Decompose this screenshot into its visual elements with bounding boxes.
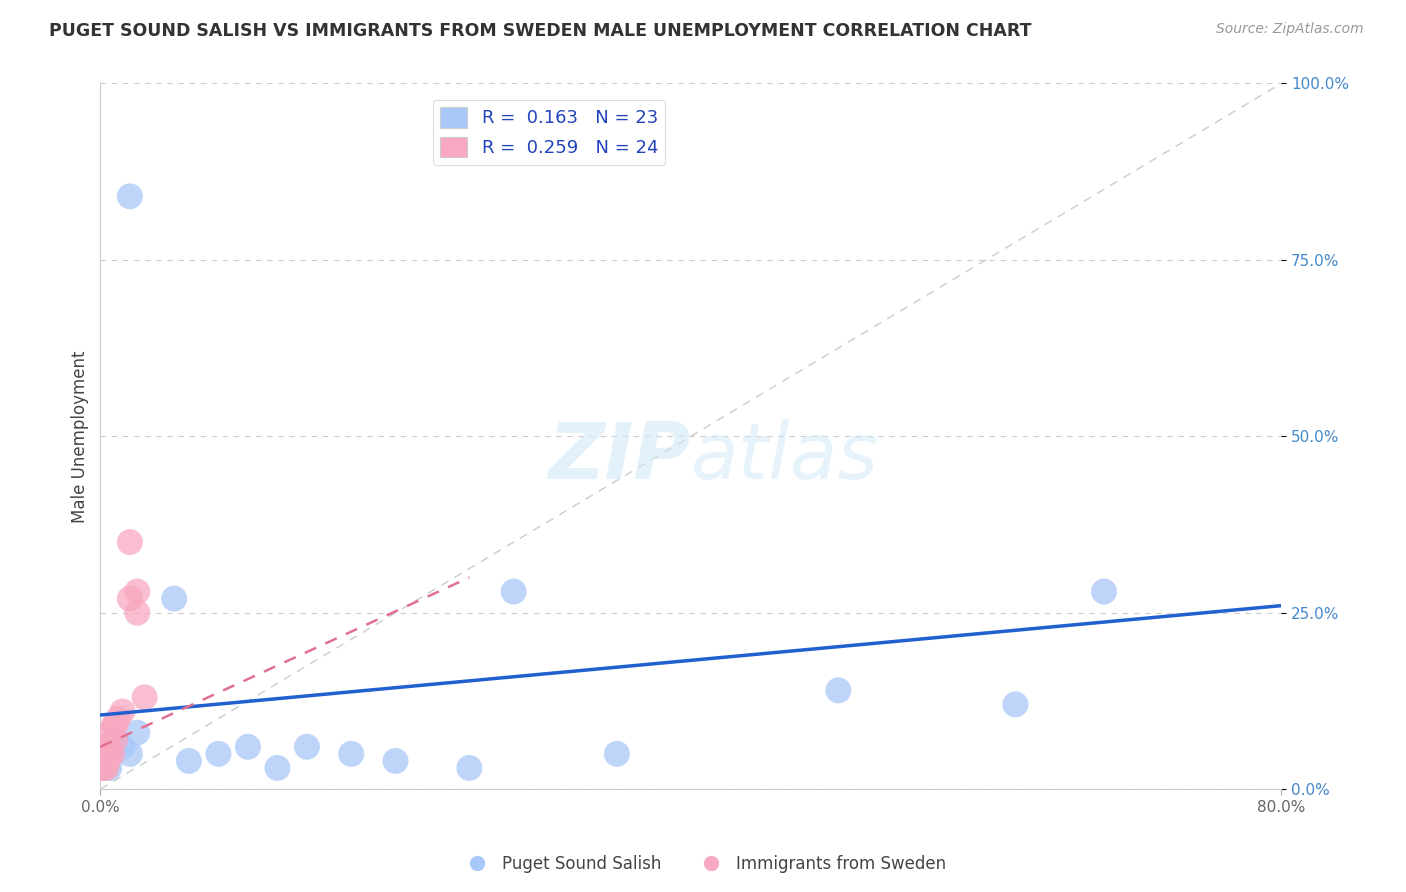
Point bbox=[118, 535, 141, 549]
Point bbox=[91, 761, 114, 775]
Point bbox=[96, 761, 118, 775]
Point bbox=[90, 754, 112, 768]
Point bbox=[118, 591, 141, 606]
Text: ZIP: ZIP bbox=[548, 419, 690, 495]
Point bbox=[104, 718, 127, 732]
Point bbox=[98, 747, 121, 761]
Point bbox=[101, 747, 124, 761]
Point bbox=[101, 747, 124, 761]
Text: atlas: atlas bbox=[690, 419, 879, 495]
Point bbox=[295, 739, 318, 754]
Point bbox=[134, 690, 156, 705]
Point bbox=[94, 754, 117, 768]
Point bbox=[111, 739, 134, 754]
Point bbox=[104, 732, 127, 747]
Legend: R =  0.163   N = 23, R =  0.259   N = 24: R = 0.163 N = 23, R = 0.259 N = 24 bbox=[433, 100, 665, 165]
Point bbox=[94, 761, 117, 775]
Point bbox=[502, 584, 524, 599]
Point bbox=[127, 725, 149, 739]
Point bbox=[827, 683, 849, 698]
Point bbox=[111, 705, 134, 719]
Point bbox=[104, 732, 127, 747]
Point bbox=[384, 754, 406, 768]
Point bbox=[1004, 698, 1026, 712]
Point bbox=[118, 747, 141, 761]
Point bbox=[236, 739, 259, 754]
Point bbox=[91, 739, 114, 754]
Point bbox=[207, 747, 229, 761]
Text: PUGET SOUND SALISH VS IMMIGRANTS FROM SWEDEN MALE UNEMPLOYMENT CORRELATION CHART: PUGET SOUND SALISH VS IMMIGRANTS FROM SW… bbox=[49, 22, 1032, 40]
Point bbox=[90, 747, 112, 761]
Point bbox=[127, 606, 149, 620]
Point bbox=[90, 761, 112, 775]
Point bbox=[340, 747, 363, 761]
Legend: Puget Sound Salish, Immigrants from Sweden: Puget Sound Salish, Immigrants from Swed… bbox=[453, 848, 953, 880]
Point bbox=[107, 712, 129, 726]
Point bbox=[1092, 584, 1115, 599]
Point bbox=[606, 747, 628, 761]
Point bbox=[127, 584, 149, 599]
Point bbox=[163, 591, 186, 606]
Point bbox=[103, 718, 125, 732]
Point bbox=[91, 754, 114, 768]
Point bbox=[100, 725, 122, 739]
Point bbox=[177, 754, 200, 768]
Point bbox=[458, 761, 481, 775]
Point bbox=[266, 761, 288, 775]
Point bbox=[118, 189, 141, 203]
Point bbox=[98, 761, 121, 775]
Point bbox=[97, 739, 120, 754]
Point bbox=[97, 754, 120, 768]
Point bbox=[97, 754, 120, 768]
Y-axis label: Male Unemployment: Male Unemployment bbox=[72, 350, 89, 523]
Text: Source: ZipAtlas.com: Source: ZipAtlas.com bbox=[1216, 22, 1364, 37]
Point bbox=[94, 747, 117, 761]
